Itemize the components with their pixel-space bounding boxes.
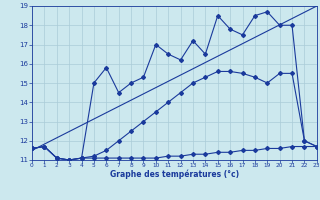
X-axis label: Graphe des températures (°c): Graphe des températures (°c) xyxy=(110,170,239,179)
